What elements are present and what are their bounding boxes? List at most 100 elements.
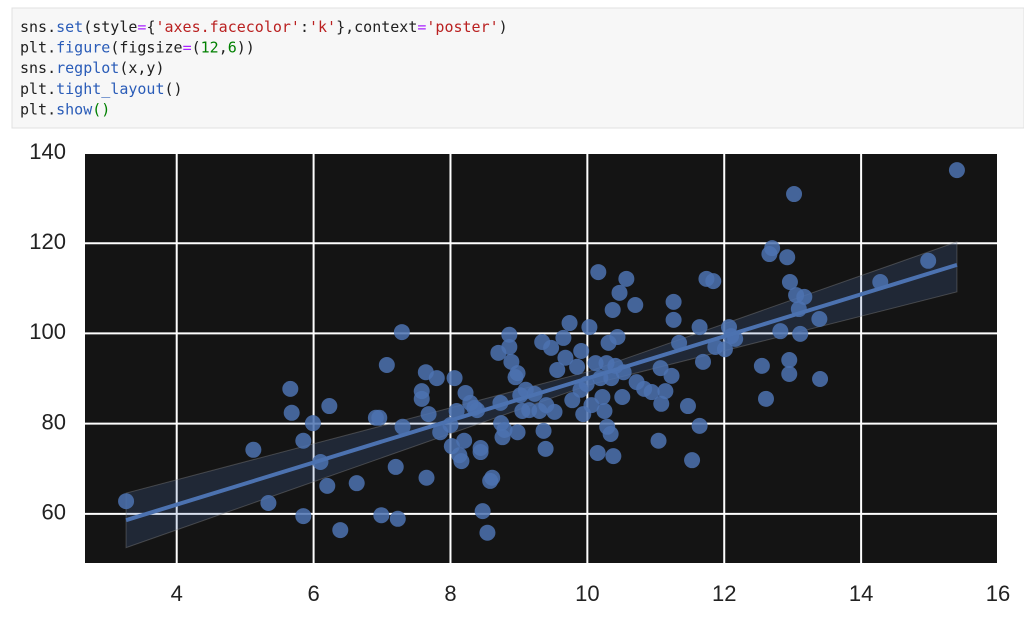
code-line: plt.tight_layout(): [20, 79, 183, 97]
regression-line: [125, 262, 958, 523]
y-tick-label: 120: [29, 229, 66, 254]
point: [413, 390, 430, 407]
point: [657, 383, 674, 400]
point: [716, 341, 733, 358]
point: [543, 339, 560, 356]
point: [509, 365, 526, 382]
point: [772, 323, 789, 340]
code-token: 'poster': [426, 18, 498, 36]
x-tick-label: 10: [575, 581, 599, 606]
point: [581, 319, 598, 336]
point: [792, 325, 809, 342]
code-token: plt.: [20, 100, 56, 118]
point: [484, 469, 501, 486]
point: [555, 329, 572, 346]
code-token: (x,y): [119, 59, 164, 77]
point: [479, 524, 496, 541]
code-token: show: [56, 100, 93, 118]
code-line: sns.regplot(x,y): [20, 59, 165, 77]
point: [665, 293, 682, 310]
point: [394, 418, 411, 435]
point: [781, 366, 798, 383]
point: [691, 319, 708, 336]
point: [569, 358, 586, 375]
point: [319, 477, 336, 494]
y-tick-label: 140: [29, 139, 66, 164]
code-token: 6: [228, 38, 237, 56]
point: [583, 397, 600, 414]
point: [448, 402, 465, 419]
point: [295, 432, 312, 449]
point: [118, 493, 135, 510]
code: sns.set(style={'axes.facecolor':'k'},con…: [20, 18, 508, 118]
code-token: ): [499, 18, 508, 36]
point: [604, 301, 621, 318]
code-token: (figsize: [110, 38, 182, 56]
point: [590, 264, 607, 281]
point: [561, 315, 578, 332]
point: [332, 522, 349, 539]
point: [948, 162, 965, 179]
point: [378, 356, 395, 373]
point: [627, 297, 644, 314]
point: [695, 353, 712, 370]
chart: 60 80 100 120 140 4 6 8 10 12 14 16: [29, 139, 1010, 606]
code-token: sns.: [20, 59, 56, 77]
point: [371, 409, 388, 426]
code-token: figure: [56, 38, 110, 56]
point: [389, 510, 406, 527]
point: [321, 398, 338, 415]
point: [549, 361, 566, 378]
point: [594, 389, 611, 406]
point: [472, 444, 489, 461]
point: [605, 448, 622, 465]
code-token: {: [146, 18, 155, 36]
point: [812, 370, 829, 387]
point: [811, 310, 828, 327]
code-token: },context: [336, 18, 417, 36]
point: [764, 240, 781, 257]
point: [428, 370, 445, 387]
point: [653, 395, 670, 412]
point: [283, 404, 300, 421]
code-line: plt.figure(figsize=(12,6)): [20, 38, 255, 56]
code-token: tight_layout: [56, 79, 164, 97]
point: [282, 380, 299, 397]
code-token: (: [192, 38, 201, 56]
point: [679, 398, 696, 415]
point: [643, 384, 660, 401]
point: [446, 370, 463, 387]
code-token: set: [56, 18, 83, 36]
x-tick-label: 4: [171, 581, 183, 606]
point: [618, 270, 635, 287]
code-token: 'axes.facecolor': [155, 18, 300, 36]
point: [705, 273, 722, 290]
x-tick-label: 8: [444, 581, 456, 606]
point: [609, 329, 626, 346]
point: [602, 426, 619, 443]
point: [260, 495, 277, 512]
point: [373, 507, 390, 524]
code-token: )): [237, 38, 255, 56]
point: [501, 326, 518, 343]
code-token: =: [417, 18, 426, 36]
point: [596, 402, 613, 419]
code-token: =: [183, 38, 192, 56]
code-token: :: [300, 18, 309, 36]
point: [611, 284, 628, 301]
code-token: plt.: [20, 79, 56, 97]
code-token: ,: [219, 38, 228, 56]
code-token: regplot: [56, 59, 119, 77]
code-token: 'k': [309, 18, 336, 36]
point: [546, 403, 563, 420]
point: [295, 508, 312, 525]
point: [663, 367, 680, 384]
plot-area: [85, 153, 998, 563]
point: [535, 422, 552, 439]
point: [781, 273, 798, 290]
y-tick-label: 100: [29, 319, 66, 344]
x-tick-label: 16: [986, 581, 1010, 606]
point: [796, 288, 813, 305]
x-tick-label: 6: [307, 581, 319, 606]
